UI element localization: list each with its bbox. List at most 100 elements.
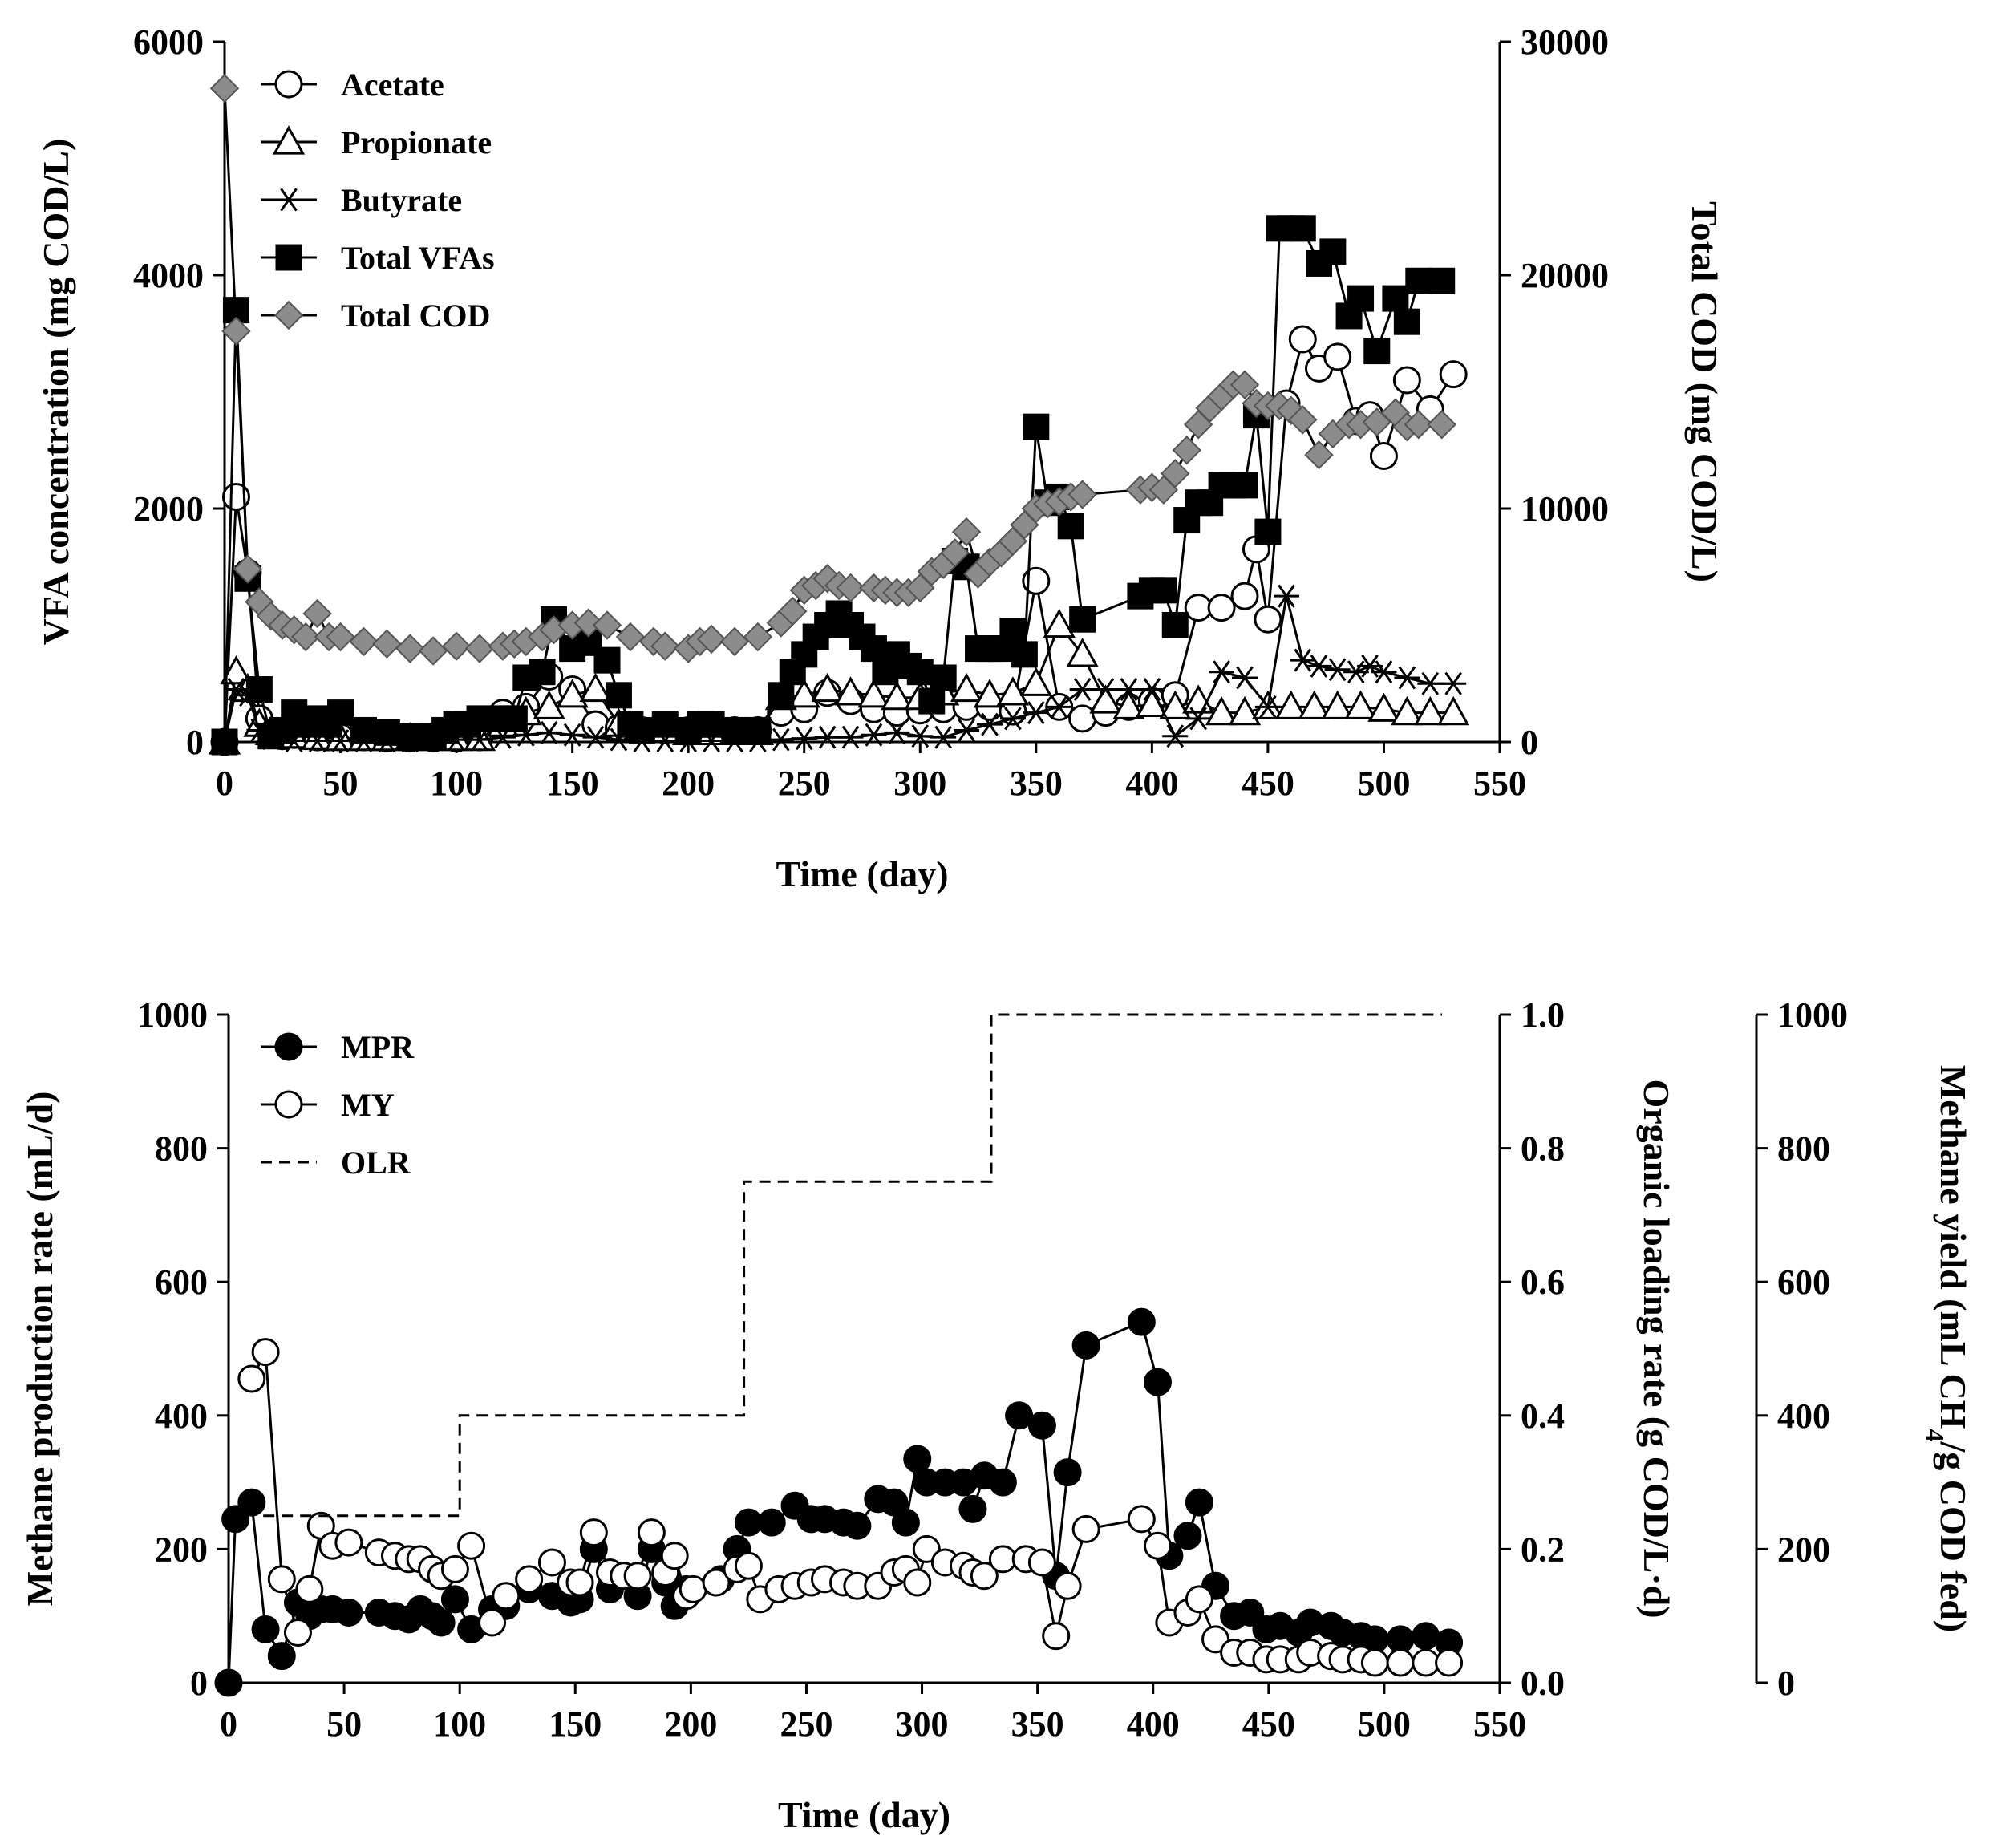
data-point-my xyxy=(1027,1548,1056,1577)
data-point-mpr xyxy=(988,1468,1017,1497)
data-point-butyrate xyxy=(1162,724,1189,748)
series-line-olr xyxy=(263,1013,1442,1518)
data-point-total-cod xyxy=(836,573,865,603)
x-tick-label: 200 xyxy=(662,764,715,803)
data-point-mpr xyxy=(1005,1401,1034,1430)
legend-marker xyxy=(274,1032,303,1061)
x-tick-label: 200 xyxy=(664,1704,717,1744)
data-point-mpr xyxy=(1127,1307,1156,1336)
y-axis-title: VFA concentration (mg COD/L) xyxy=(35,139,76,646)
data-point-total-vfas xyxy=(1011,641,1038,668)
data-point-total-vfas xyxy=(918,687,946,715)
data-point-total-vfas xyxy=(1289,215,1316,242)
y3-tick-label: 200 xyxy=(1777,1530,1830,1569)
data-point-butyrate xyxy=(930,725,957,749)
data-point-butyrate xyxy=(1185,707,1212,731)
y2-tick-label: 0.0 xyxy=(1521,1664,1565,1703)
data-point-total-vfas xyxy=(1023,413,1050,440)
data-point-mpr xyxy=(1236,1599,1265,1627)
data-point-total-vfas xyxy=(1150,577,1177,604)
legend-label: Propionate xyxy=(341,124,492,160)
data-point-acetate xyxy=(1323,342,1352,371)
data-point-total-vfas xyxy=(605,682,632,709)
data-point-total-vfas xyxy=(500,705,528,732)
series-my xyxy=(237,1338,1464,1677)
data-point-butyrate xyxy=(884,720,910,744)
data-point-total-vfas xyxy=(529,659,556,686)
y-tick-label: 1000 xyxy=(137,995,208,1035)
data-point-total-cod xyxy=(650,631,680,661)
data-point-total-cod xyxy=(256,601,286,631)
data-point-total-vfas xyxy=(350,716,377,744)
data-point-propionate xyxy=(1321,690,1354,719)
x-tick-label: 0 xyxy=(220,1704,237,1744)
legend-marker xyxy=(276,188,302,212)
y-tick-label: 200 xyxy=(155,1530,208,1569)
data-point-my xyxy=(1127,1505,1156,1534)
data-point-total-vfas xyxy=(651,711,679,738)
methane-plot-area xyxy=(214,1013,1464,1697)
data-point-mpr xyxy=(1027,1411,1056,1440)
data-point-mpr xyxy=(1143,1368,1172,1396)
data-point-propionate xyxy=(1274,690,1307,719)
data-point-butyrate xyxy=(861,723,887,747)
y2-tick-label: 0.2 xyxy=(1521,1530,1565,1569)
legend-label: Total VFAs xyxy=(341,240,495,276)
data-point-total-vfas xyxy=(1319,238,1347,265)
data-point-my xyxy=(1053,1571,1082,1600)
y-axis-title: Methane production rate (mL/d) xyxy=(19,1092,60,1607)
y2-tick-label: 30000 xyxy=(1521,22,1609,62)
y-tick-label: 0 xyxy=(190,1664,208,1703)
data-point-my xyxy=(334,1528,363,1557)
data-point-mpr xyxy=(334,1599,363,1627)
data-point-butyrate xyxy=(1290,648,1316,672)
data-point-total-cod xyxy=(1288,405,1318,435)
x-tick-label: 500 xyxy=(1357,764,1410,803)
data-point-my xyxy=(988,1545,1017,1574)
data-point-acetate xyxy=(1369,442,1398,471)
data-point-acetate xyxy=(1392,366,1421,395)
data-point-total-vfas xyxy=(768,682,795,709)
data-point-total-cod xyxy=(1304,440,1334,470)
y-tick-label: 2000 xyxy=(133,489,204,529)
data-point-propionate xyxy=(1159,690,1192,719)
data-point-my xyxy=(1412,1648,1440,1677)
data-point-propionate xyxy=(579,672,612,703)
y3-tick-label: 1000 xyxy=(1777,995,1848,1035)
data-point-propionate xyxy=(1066,638,1099,667)
data-point-butyrate xyxy=(1274,584,1300,608)
vfa-cod-panel: 0 50 100 150 200 250 300 350 400 450 500 5500200040… xyxy=(35,22,1725,894)
data-point-butyrate xyxy=(954,718,980,742)
data-point-total-cod xyxy=(290,622,321,652)
data-point-total-cod xyxy=(951,517,982,547)
data-point-total-cod xyxy=(372,629,402,659)
data-point-total-vfas xyxy=(744,716,772,744)
y-tick-label: 800 xyxy=(155,1129,208,1169)
data-point-propionate xyxy=(220,655,253,685)
legend-marker xyxy=(274,70,303,99)
data-point-butyrate xyxy=(1116,678,1142,701)
y2-tick-label: 10000 xyxy=(1521,489,1609,529)
x-tick-label: 250 xyxy=(778,764,831,803)
data-point-butyrate xyxy=(1092,678,1119,701)
data-point-propionate xyxy=(1205,695,1238,726)
data-point-total-vfas xyxy=(1231,472,1258,499)
data-point-total-vfas xyxy=(396,723,423,750)
legend-item-total-vfas: Total VFAs xyxy=(261,240,495,276)
data-point-total-cod xyxy=(209,73,240,103)
data-point-propionate xyxy=(1112,690,1145,719)
data-point-butyrate xyxy=(1440,671,1467,695)
data-point-my xyxy=(267,1565,296,1594)
data-point-total-vfas xyxy=(628,716,655,744)
data-point-butyrate xyxy=(977,712,1003,736)
data-point-mpr xyxy=(221,1505,250,1534)
legend-item-my: MY xyxy=(261,1087,395,1123)
data-point-propionate xyxy=(1367,692,1400,722)
legend-item-olr: OLR xyxy=(261,1145,411,1181)
data-point-total-cod xyxy=(1427,410,1456,440)
data-point-acetate xyxy=(1184,594,1213,622)
data-point-my xyxy=(679,1574,707,1603)
data-point-total-vfas xyxy=(1393,308,1420,335)
data-point-total-cod xyxy=(719,626,750,657)
data-point-total-vfas xyxy=(1347,285,1375,312)
